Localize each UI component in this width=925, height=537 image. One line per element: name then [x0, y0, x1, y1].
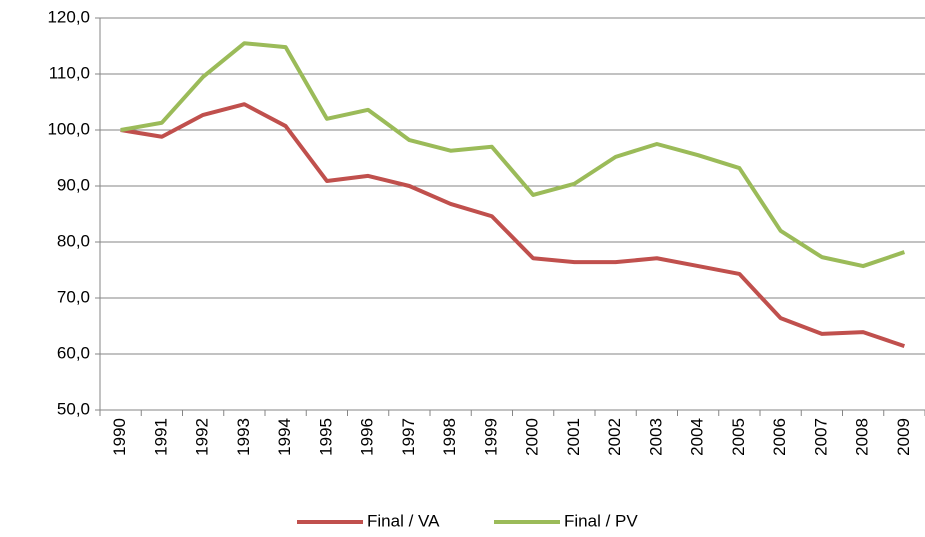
- y-tick-label: 90,0: [57, 175, 90, 194]
- legend-label: Final / VA: [367, 511, 440, 530]
- x-tick-label: 1993: [234, 418, 253, 456]
- x-tick-label: 2002: [605, 418, 624, 456]
- x-tick-label: 2005: [729, 418, 748, 456]
- x-tick-label: 1992: [193, 418, 212, 456]
- y-tick-label: 80,0: [57, 231, 90, 250]
- x-tick-label: 1996: [358, 418, 377, 456]
- y-tick-label: 60,0: [57, 343, 90, 362]
- x-tick-label: 1999: [481, 418, 500, 456]
- y-tick-label: 50,0: [57, 399, 90, 418]
- x-tick-label: 2003: [646, 418, 665, 456]
- x-tick-label: 2004: [688, 418, 707, 456]
- x-tick-label: 2009: [894, 418, 913, 456]
- legend-label: Final / PV: [564, 511, 638, 530]
- x-tick-label: 1997: [399, 418, 418, 456]
- x-tick-label: 1990: [110, 418, 129, 456]
- x-tick-label: 1991: [151, 418, 170, 456]
- y-tick-label: 100,0: [47, 119, 90, 138]
- x-tick-label: 2007: [811, 418, 830, 456]
- x-tick-label: 2001: [564, 418, 583, 456]
- x-tick-label: 1998: [440, 418, 459, 456]
- y-tick-label: 70,0: [57, 287, 90, 306]
- line-series: [120, 41, 906, 269]
- y-tick-label: 120,0: [47, 7, 90, 26]
- x-tick-label: 1994: [275, 418, 294, 456]
- x-tick-label: 1995: [316, 418, 335, 456]
- y-tick-label: 110,0: [49, 63, 90, 82]
- line-series: [120, 102, 906, 349]
- x-tick-label: 2000: [523, 418, 542, 456]
- x-tick-label: 2008: [853, 418, 872, 456]
- x-tick-label: 2006: [770, 418, 789, 456]
